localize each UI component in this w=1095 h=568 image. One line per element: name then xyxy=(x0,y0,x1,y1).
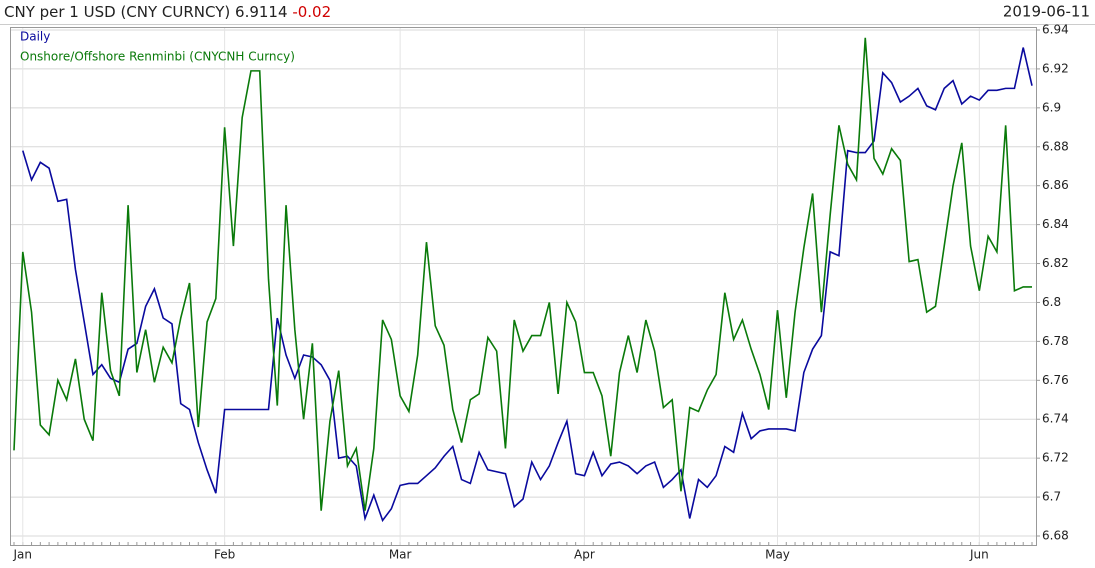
y-tick-label: 6.9 xyxy=(1042,100,1061,114)
x-tick-label: Mar xyxy=(389,548,412,562)
y-tick-label: 6.78 xyxy=(1042,334,1069,348)
series-line xyxy=(13,37,1032,511)
y-tick-label: 6.72 xyxy=(1042,451,1069,465)
y-tick-label: 6.84 xyxy=(1042,217,1069,231)
legend-entry: Onshore/Offshore Renminbi (CNYCNH Curncy… xyxy=(20,50,295,64)
change: -0.02 xyxy=(292,3,331,21)
x-tick-label: Apr xyxy=(574,548,595,562)
date: 2019-06-11 xyxy=(1003,3,1090,21)
legend-entry: Daily xyxy=(20,30,50,44)
y-tick-label: 6.7 xyxy=(1042,490,1061,504)
x-tick-label: Jan xyxy=(13,548,33,562)
y-tick-label: 6.68 xyxy=(1042,529,1069,543)
y-tick-label: 6.76 xyxy=(1042,373,1069,387)
title-line: CNY per 1 USD (CNY CURNCY) 6.9114 -0.02 xyxy=(4,3,331,21)
y-tick-label: 6.88 xyxy=(1042,139,1069,153)
chart-title: CNY per 1 USD (CNY CURNCY) xyxy=(4,3,230,21)
x-tick-label: Feb xyxy=(214,548,235,562)
last-value: 6.9114 xyxy=(235,3,288,21)
y-tick-label: 6.82 xyxy=(1042,256,1069,270)
series-line xyxy=(22,47,1033,523)
y-tick-label: 6.92 xyxy=(1042,61,1069,75)
plot-frame xyxy=(10,27,1037,546)
x-tick-label: Jun xyxy=(969,548,989,562)
y-tick-label: 6.8 xyxy=(1042,295,1061,309)
y-tick-label: 6.94 xyxy=(1042,23,1069,37)
y-tick-label: 6.74 xyxy=(1042,412,1069,426)
x-tick-label: May xyxy=(765,548,790,562)
y-tick-label: 6.86 xyxy=(1042,178,1069,192)
